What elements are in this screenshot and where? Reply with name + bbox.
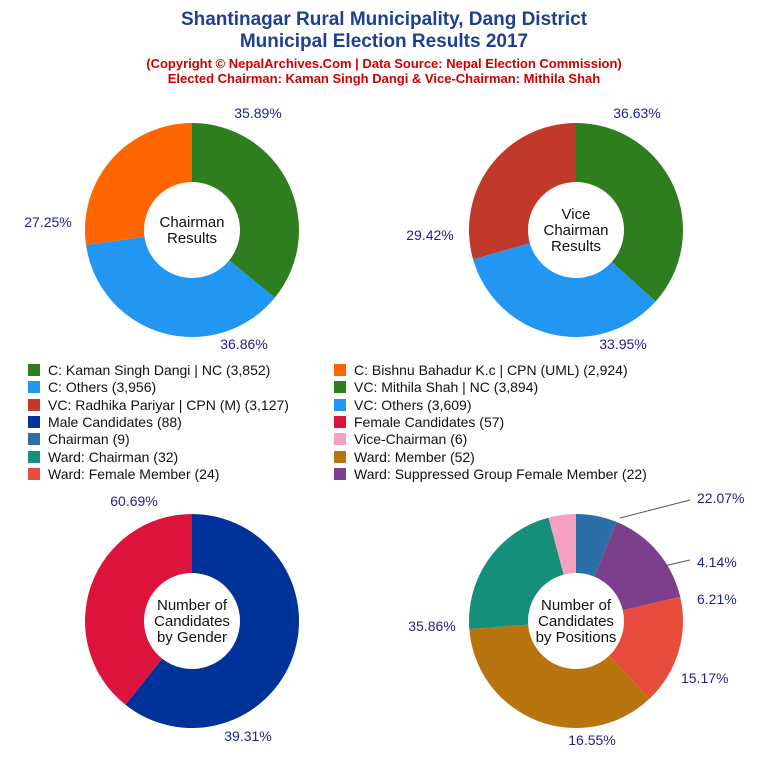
donut-slice [576,123,683,302]
legend-label: Vice-Chairman (6) [354,431,468,448]
legend-item: Ward: Chairman (32) [28,449,178,465]
donut-slice [473,243,656,338]
donut-slice [548,514,576,575]
chart-title-line1: Shantinagar Rural Municipality, Dang Dis… [180,9,588,30]
chart-subtitle-line2: Elected Chairman: Kaman Singh Dangi & Vi… [167,71,601,86]
donut-center-label: Vice Chairman Results [543,206,608,255]
donut-slice [469,123,576,260]
slice-percent-label: 39.31% [224,728,271,744]
legend-label: C: Others (3,956) [48,379,157,396]
slice-percent-label: 36.63% [613,105,660,121]
legend-swatch [334,381,346,394]
legend-label: VC: Radhika Pariyar | CPN (M) (3,127) [48,396,289,413]
legend-item: C: Kaman Singh Dangi | NC (3,852) [28,362,270,378]
legend-label: Female Candidates (57) [354,413,505,430]
slice-percent-label: 36.86% [220,336,267,352]
label-leader-line [663,559,691,567]
legend-label: Male Candidates (88) [48,413,182,430]
legend-swatch [334,398,346,411]
legend-swatch [334,364,346,376]
donut-slice [469,624,650,728]
legend-label: Ward: Suppressed Group Female Member (22… [354,465,647,482]
chart-title-line2: Municipal Election Results 2017 [239,31,529,52]
legend-swatch [28,398,40,411]
legend-item: Male Candidates (88) [28,414,182,430]
legend-label: C: Bishnu Bahadur K.c | CPN (UML) (2,924… [354,362,628,378]
slice-percent-label: 35.86% [408,618,455,634]
legend-item: VC: Radhika Pariyar | CPN (M) (3,127) [28,397,289,413]
donut-center-label: Chairman Results [159,214,224,247]
donut-slice [594,522,681,611]
legend-item: Vice-Chairman (6) [334,431,467,447]
slice-percent-label: 4.14% [697,554,737,570]
legend-item: VC: Others (3,609) [334,397,472,413]
legend-label: Ward: Chairman (32) [48,448,179,465]
slice-percent-label: 22.07% [697,490,744,506]
slice-percent-label: 60.69% [110,493,157,509]
legend-item: Ward: Member (52) [334,449,475,465]
donut-slice [192,123,299,298]
legend-item: Female Candidates (57) [334,414,504,430]
slice-percent-label: 15.17% [681,670,728,686]
legend-swatch [28,381,40,394]
legend-item: C: Others (3,956) [28,379,156,395]
legend-item: Ward: Suppressed Group Female Member (22… [334,466,647,482]
donut-slice [84,122,192,246]
donut-center-label: Number of Candidates by Positions [536,597,617,646]
legend-swatch [334,415,346,428]
legend-label: C: Kaman Singh Dangi | NC (3,852) [48,362,271,378]
donut-slice [609,596,684,699]
legend-label: Chairman (9) [48,431,130,448]
chart-subtitle-line1: (Copyright © NepalArchives.Com | Data So… [146,56,622,71]
legend-swatch [334,450,346,463]
legend-item: VC: Mithila Shah | NC (3,894) [334,379,538,395]
legend-swatch [334,467,346,480]
legend-swatch [28,450,40,463]
legend-label: Ward: Female Member (24) [48,465,220,482]
donut-center-label: Number of Candidates by Gender [154,597,230,646]
label-leader-line [619,499,691,519]
legend-item: Ward: Female Member (24) [28,466,219,482]
slice-percent-label: 27.25% [24,214,71,230]
donut-slice [86,236,275,337]
donut-slice [469,517,564,630]
legend-swatch [28,415,40,428]
donut-slice [576,514,617,577]
donut-slice [125,514,300,728]
legend-label: VC: Mithila Shah | NC (3,894) [354,379,539,396]
legend-swatch [334,433,346,446]
slice-percent-label: 29.42% [406,227,453,243]
legend-swatch [28,467,40,480]
legend-label: Ward: Member (52) [354,448,475,465]
donut-slice [85,514,192,705]
legend-swatch [28,364,40,376]
legend-item: Chairman (9) [28,431,130,447]
legend-item: C: Bishnu Bahadur K.c | CPN (UML) (2,924… [334,362,628,378]
slice-percent-label: 33.95% [599,336,646,352]
slice-percent-label: 35.89% [234,105,281,121]
slice-percent-label: 16.55% [568,732,615,748]
slice-percent-label: 6.21% [697,591,737,607]
legend-label: VC: Others (3,609) [354,396,472,413]
legend-swatch [28,433,40,446]
